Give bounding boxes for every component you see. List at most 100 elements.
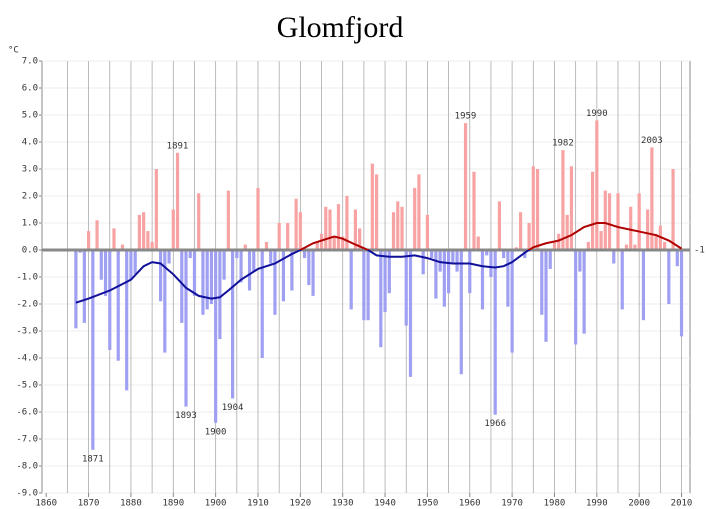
bar: [184, 250, 188, 407]
y-tick-label: 0.0: [22, 246, 38, 256]
bar: [404, 250, 408, 326]
bar: [328, 209, 332, 250]
bar: [480, 250, 485, 310]
bar: [391, 212, 396, 250]
x-tick-label: 1880: [120, 499, 142, 509]
bar: [349, 250, 353, 310]
bar: [650, 147, 654, 250]
bar: [629, 206, 633, 250]
bar: [290, 250, 294, 291]
bar: [425, 214, 430, 250]
x-tick-label: 1930: [332, 499, 354, 509]
bar: [540, 250, 544, 315]
bar: [163, 250, 167, 353]
bar: [451, 250, 455, 264]
bar: [675, 250, 679, 267]
bar: [595, 120, 599, 251]
bar: [154, 169, 158, 250]
bar: [150, 241, 154, 250]
bar: [612, 250, 616, 264]
bar: [599, 231, 603, 250]
bar: [506, 250, 510, 307]
bar: [578, 250, 582, 272]
bar: [256, 187, 260, 250]
bar: [662, 241, 667, 250]
bar: [497, 201, 502, 250]
bar: [400, 206, 404, 250]
bar: [574, 250, 578, 345]
annotation: 2003: [641, 136, 663, 146]
bar: [319, 233, 324, 250]
bar: [370, 163, 374, 250]
y-tick-label: -8.0: [16, 462, 38, 472]
bar: [620, 250, 624, 310]
bar: [158, 250, 163, 302]
bar: [408, 250, 413, 377]
bar: [353, 209, 358, 250]
y-tick-label: -5.0: [16, 381, 38, 391]
bar: [125, 250, 129, 391]
x-tick-label: 1990: [586, 499, 608, 509]
bar: [91, 250, 95, 450]
bar: [298, 212, 302, 250]
bar: [269, 250, 273, 264]
annotation: 1904: [222, 403, 244, 413]
bar: [654, 233, 658, 250]
y-tick-label: 3.0: [22, 165, 38, 175]
y-tick-label: 7.0: [22, 57, 38, 67]
bar: [607, 193, 612, 250]
x-tick-label: 1860: [35, 499, 57, 509]
bar: [396, 201, 400, 250]
bar: [633, 244, 637, 250]
bar: [341, 236, 345, 250]
bar: [129, 250, 133, 280]
bar: [86, 231, 91, 250]
bar: [667, 250, 671, 304]
bar: [214, 250, 218, 423]
y-unit: °C: [8, 46, 19, 56]
annotation: 1900: [205, 427, 227, 437]
bar: [586, 241, 590, 250]
x-tick-label: 1920: [290, 499, 312, 509]
bar: [552, 241, 557, 250]
bar: [527, 223, 531, 250]
bar: [192, 250, 197, 296]
annotation: 1990: [586, 109, 608, 119]
bar: [442, 250, 446, 307]
bar: [459, 250, 463, 375]
bar: [99, 250, 103, 280]
x-tick-label: 1940: [374, 499, 396, 509]
bar: [489, 250, 493, 277]
bar: [565, 214, 569, 250]
bar: [260, 250, 264, 358]
bar: [222, 250, 226, 280]
bar: [502, 250, 506, 259]
bar: [264, 241, 269, 250]
bar: [311, 250, 315, 296]
bar: [561, 150, 565, 250]
bar: [180, 250, 184, 323]
bar: [548, 250, 552, 269]
bar: [142, 212, 146, 250]
bar: [175, 152, 180, 250]
bar: [358, 228, 362, 250]
bar: [273, 250, 277, 315]
x-tick-label: 1870: [78, 499, 100, 509]
annotation: 1893: [175, 411, 197, 421]
bar: [146, 231, 150, 250]
bar: [108, 250, 112, 350]
x-tick-label: 1900: [205, 499, 227, 509]
bar: [557, 233, 561, 250]
bar: [103, 250, 108, 296]
bar: [518, 212, 523, 250]
bar: [531, 166, 535, 250]
bar: [302, 250, 307, 259]
bar: [434, 250, 438, 299]
bar: [226, 190, 230, 250]
y-tick-label: -7.0: [16, 435, 38, 445]
x-tick-label: 1960: [459, 499, 481, 509]
bar: [582, 250, 586, 334]
bar: [641, 250, 646, 321]
bar: [120, 244, 125, 250]
